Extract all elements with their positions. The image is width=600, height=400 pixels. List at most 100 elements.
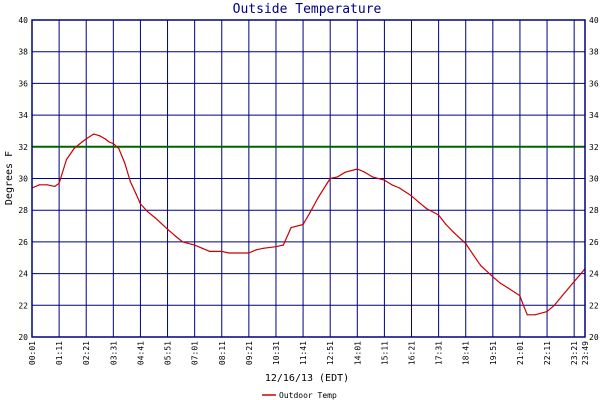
data-point bbox=[438, 214, 440, 216]
x-tick-label: 10:31 bbox=[272, 341, 281, 365]
data-point bbox=[519, 295, 521, 297]
data-point bbox=[104, 138, 106, 140]
data-point bbox=[445, 223, 447, 226]
data-point bbox=[418, 201, 420, 203]
data-point bbox=[329, 177, 331, 180]
y-tick-labels-left: 20 22 24 26 28 30 32 34 36 38 40 bbox=[18, 16, 28, 342]
y-tick-label: 38 bbox=[18, 48, 28, 57]
data-point bbox=[255, 249, 257, 251]
data-point bbox=[356, 168, 358, 170]
y-tick-label: 26 bbox=[18, 238, 28, 247]
x-tick-label: 23:21 bbox=[570, 341, 579, 365]
data-point bbox=[194, 244, 196, 246]
plot-frame bbox=[31, 19, 586, 338]
y-tick-label-right: 28 bbox=[589, 206, 599, 215]
x-tick-label: 03:31 bbox=[109, 341, 118, 365]
data-point bbox=[58, 182, 60, 184]
y-tick-label: 40 bbox=[18, 16, 28, 25]
data-point bbox=[317, 196, 319, 199]
x-tick-label: 04:41 bbox=[136, 341, 145, 365]
data-point bbox=[263, 247, 265, 249]
x-tick-label: 18:41 bbox=[462, 341, 471, 365]
chart-title: Outside Temperature bbox=[233, 2, 382, 17]
data-point bbox=[410, 195, 413, 197]
data-point bbox=[228, 252, 230, 254]
data-point bbox=[85, 138, 87, 140]
data-point bbox=[38, 184, 41, 186]
data-point bbox=[371, 176, 373, 178]
data-point bbox=[309, 211, 311, 213]
series-line-outdoor-temp bbox=[31, 133, 586, 316]
y-tick-label-right: 24 bbox=[589, 270, 599, 279]
data-point bbox=[480, 265, 482, 267]
y-tick-label-right: 38 bbox=[589, 48, 599, 57]
data-point bbox=[526, 314, 528, 316]
y-tick-label: 32 bbox=[18, 143, 28, 152]
data-point bbox=[209, 250, 211, 252]
data-point bbox=[472, 254, 474, 256]
legend: Outdoor Temp bbox=[262, 391, 337, 400]
x-axis-label: 12/16/13 (EDT) bbox=[265, 373, 349, 384]
y-tick-label-right: 20 bbox=[589, 333, 599, 342]
data-point bbox=[282, 244, 284, 246]
data-point bbox=[118, 147, 120, 149]
data-point bbox=[201, 247, 203, 249]
data-point bbox=[81, 141, 83, 143]
y-tick-label: 28 bbox=[18, 206, 28, 215]
legend-entry-outdoor-temp: Outdoor Temp bbox=[279, 391, 337, 400]
x-tick-label: 11:41 bbox=[299, 341, 308, 365]
data-point bbox=[275, 246, 277, 248]
data-point bbox=[73, 147, 75, 149]
data-point bbox=[364, 171, 366, 173]
data-point bbox=[93, 133, 95, 135]
data-point bbox=[112, 143, 114, 145]
data-point bbox=[221, 250, 223, 252]
x-tick-label: 15:11 bbox=[380, 341, 389, 365]
data-point bbox=[135, 193, 137, 195]
data-point bbox=[398, 187, 401, 189]
y-tick-label: 34 bbox=[18, 111, 28, 120]
data-point bbox=[492, 276, 494, 278]
data-point bbox=[139, 203, 141, 205]
y-tick-label-right: 34 bbox=[589, 111, 599, 120]
data-point bbox=[290, 227, 292, 229]
x-tick-label: 08:11 bbox=[218, 341, 227, 365]
y-tick-label-right: 36 bbox=[589, 79, 599, 88]
data-point bbox=[336, 176, 339, 178]
data-point bbox=[248, 252, 250, 254]
x-tick-label: 01:11 bbox=[55, 341, 64, 365]
y-tick-label: 20 bbox=[18, 333, 28, 342]
data-point bbox=[129, 181, 131, 183]
data-point bbox=[124, 162, 126, 164]
series-group bbox=[31, 133, 586, 316]
x-tick-label: 09:21 bbox=[245, 341, 254, 365]
x-tick-label: 22:11 bbox=[543, 341, 552, 365]
data-point bbox=[534, 314, 536, 316]
x-tick-label: 12:51 bbox=[326, 341, 335, 365]
data-point bbox=[236, 252, 238, 254]
data-point bbox=[182, 241, 184, 243]
data-point bbox=[166, 228, 169, 230]
data-point bbox=[108, 141, 110, 143]
x-tick-label: 23:49 bbox=[581, 341, 590, 365]
x-tick-label: 17:31 bbox=[435, 341, 444, 365]
y-tick-label-right: 30 bbox=[589, 175, 599, 184]
data-point bbox=[573, 280, 575, 283]
data-point bbox=[302, 223, 304, 226]
data-point bbox=[98, 135, 100, 137]
data-point bbox=[546, 311, 548, 313]
x-tick-label: 00:01 bbox=[28, 341, 37, 365]
data-point bbox=[154, 217, 157, 219]
data-point bbox=[453, 231, 455, 233]
y-tick-label-right: 26 bbox=[589, 238, 599, 247]
data-point bbox=[522, 304, 525, 306]
x-tick-labels: 00:01 01:11 02:21 03:31 04:41 05:51 07:01 08:11… bbox=[28, 341, 590, 365]
data-point bbox=[46, 184, 48, 186]
x-tick-label: 02:21 bbox=[82, 341, 91, 365]
data-point bbox=[579, 274, 581, 276]
data-point bbox=[507, 287, 509, 289]
data-point bbox=[54, 185, 56, 187]
data-point bbox=[147, 211, 149, 213]
data-point bbox=[391, 184, 393, 186]
x-tick-label: 07:01 bbox=[191, 341, 200, 365]
